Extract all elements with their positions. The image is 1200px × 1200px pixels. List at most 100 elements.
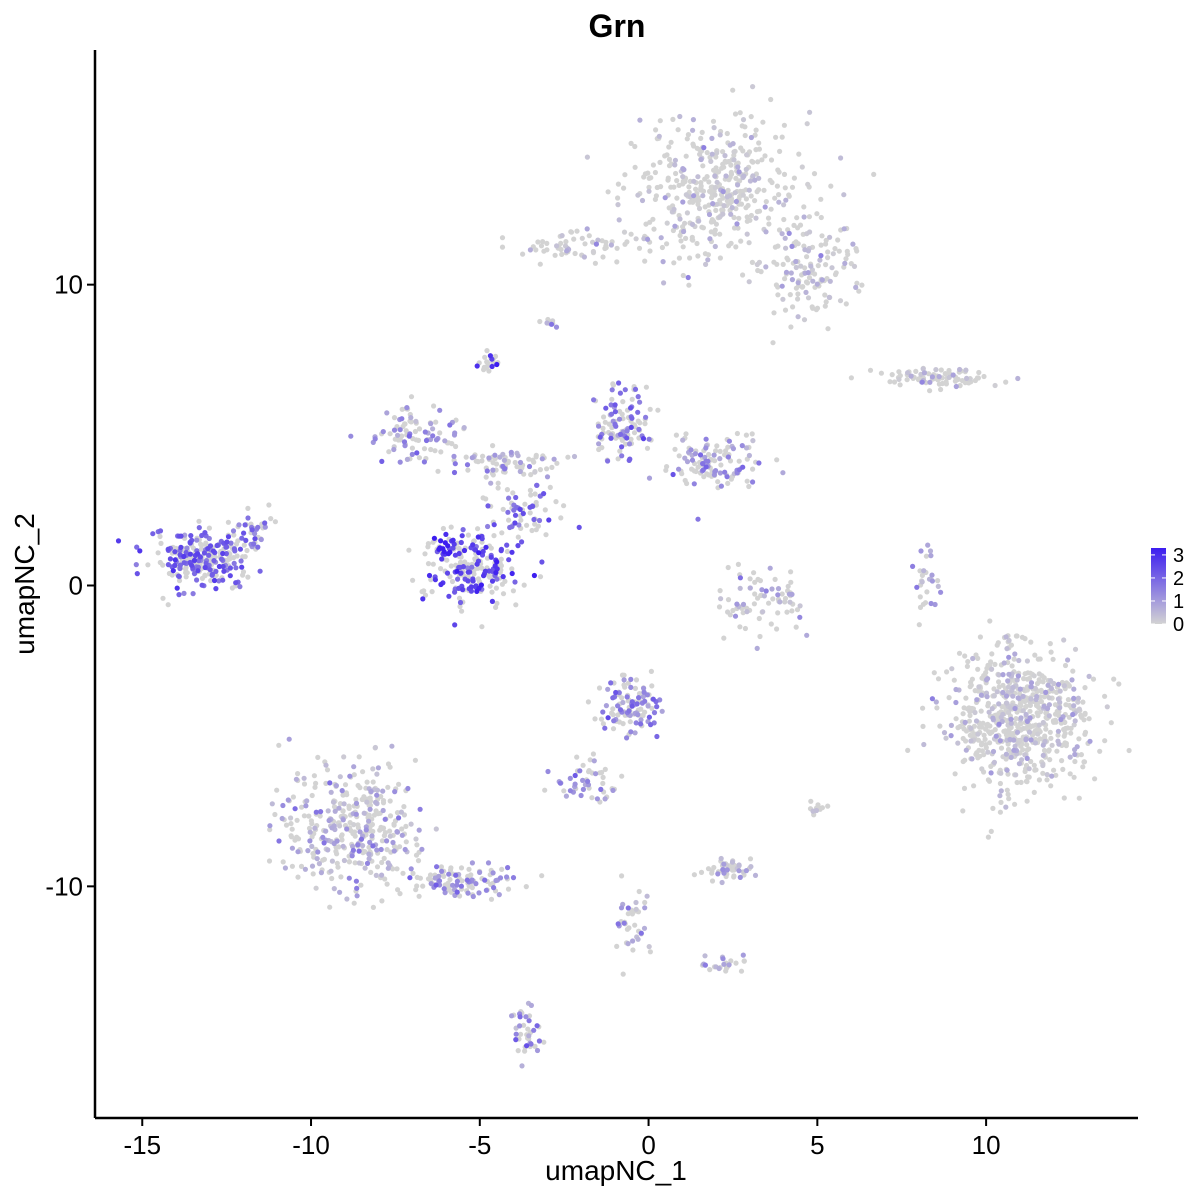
cell-point <box>680 244 686 250</box>
cell-point <box>896 369 902 375</box>
cell-point <box>743 196 750 202</box>
cell-point <box>787 599 793 605</box>
cell-point <box>414 450 420 456</box>
cell-point <box>642 258 648 264</box>
cell-point <box>657 118 663 124</box>
cell-point <box>629 699 635 705</box>
cell-point <box>761 593 768 599</box>
cell-point <box>638 721 644 727</box>
cell-point <box>504 548 510 555</box>
cell-point <box>337 801 343 807</box>
cell-point <box>680 437 686 443</box>
cell-point <box>772 244 779 250</box>
cell-point <box>712 231 718 237</box>
cell-point <box>1006 637 1012 644</box>
cell-point <box>1102 693 1108 699</box>
cell-point <box>466 866 472 872</box>
cell-point <box>158 540 164 547</box>
cell-point <box>458 865 465 871</box>
cell-point <box>927 548 934 554</box>
cell-point <box>272 519 278 525</box>
cell-point <box>626 708 632 714</box>
cell-point <box>1043 726 1049 732</box>
cell-point <box>653 127 659 133</box>
cell-point <box>532 469 538 475</box>
cell-point <box>632 730 638 736</box>
cell-point <box>465 890 471 896</box>
cell-point <box>170 568 176 574</box>
cell-point <box>469 455 475 461</box>
cell-point <box>535 239 541 245</box>
cell-point <box>905 370 911 376</box>
cell-point <box>1072 718 1078 724</box>
cell-point <box>160 595 166 601</box>
cell-point <box>746 483 752 490</box>
cell-point <box>730 141 736 147</box>
cell-point <box>401 804 407 810</box>
cell-point <box>1037 736 1043 742</box>
cell-point <box>397 844 403 850</box>
cell-point <box>657 159 663 165</box>
cell-point <box>836 248 842 254</box>
cell-point <box>623 441 629 447</box>
cell-point <box>504 874 510 880</box>
legend-tick-label: 0 <box>1173 614 1184 636</box>
cell-point <box>379 898 385 904</box>
cell-point <box>768 157 775 163</box>
cell-point <box>676 182 682 188</box>
cell-point <box>619 453 625 459</box>
cell-point <box>624 239 630 245</box>
cell-point <box>596 441 602 447</box>
cell-point <box>473 881 479 887</box>
cell-point <box>341 801 347 807</box>
cell-point <box>813 307 820 313</box>
cell-point <box>998 799 1004 806</box>
cell-point <box>725 564 731 571</box>
cell-point <box>961 726 967 732</box>
cell-point <box>1069 677 1075 683</box>
cell-point <box>675 127 681 133</box>
cell-point <box>598 716 605 722</box>
cell-point <box>920 366 926 372</box>
cell-point <box>619 444 625 450</box>
cell-point <box>176 592 182 598</box>
cell-point <box>360 769 366 775</box>
cell-point <box>780 296 786 302</box>
cell-point <box>998 770 1004 776</box>
cell-point <box>969 676 976 682</box>
cell-point <box>929 696 936 702</box>
cell-point <box>1008 754 1014 761</box>
cell-point <box>561 788 567 794</box>
cell-point <box>1055 732 1061 738</box>
cell-point <box>725 609 731 615</box>
cell-point <box>499 866 505 873</box>
cell-point <box>763 264 769 270</box>
cell-point <box>352 829 358 835</box>
cell-point <box>325 847 331 853</box>
cell-point <box>553 499 559 505</box>
cell-point <box>528 492 534 498</box>
cell-point <box>696 218 702 224</box>
cell-point <box>1019 757 1025 763</box>
cell-point <box>638 717 644 723</box>
cell-point <box>356 754 362 760</box>
cell-point <box>1014 729 1021 735</box>
cell-point <box>955 740 961 746</box>
cell-point <box>642 421 648 427</box>
cell-point <box>754 261 760 268</box>
cell-point <box>428 421 434 427</box>
cell-point <box>493 570 499 576</box>
cell-point <box>133 562 139 568</box>
cell-point <box>619 695 625 701</box>
cell-point <box>238 558 244 564</box>
cell-point <box>188 533 194 539</box>
cell-point <box>698 869 705 876</box>
cell-point <box>921 741 927 748</box>
cell-point <box>1001 728 1007 734</box>
cell-point <box>1031 673 1037 679</box>
cell-point <box>695 195 701 201</box>
cell-point <box>491 533 497 539</box>
cell-point <box>690 199 696 205</box>
cell-point <box>802 247 808 253</box>
cell-point <box>780 261 786 267</box>
